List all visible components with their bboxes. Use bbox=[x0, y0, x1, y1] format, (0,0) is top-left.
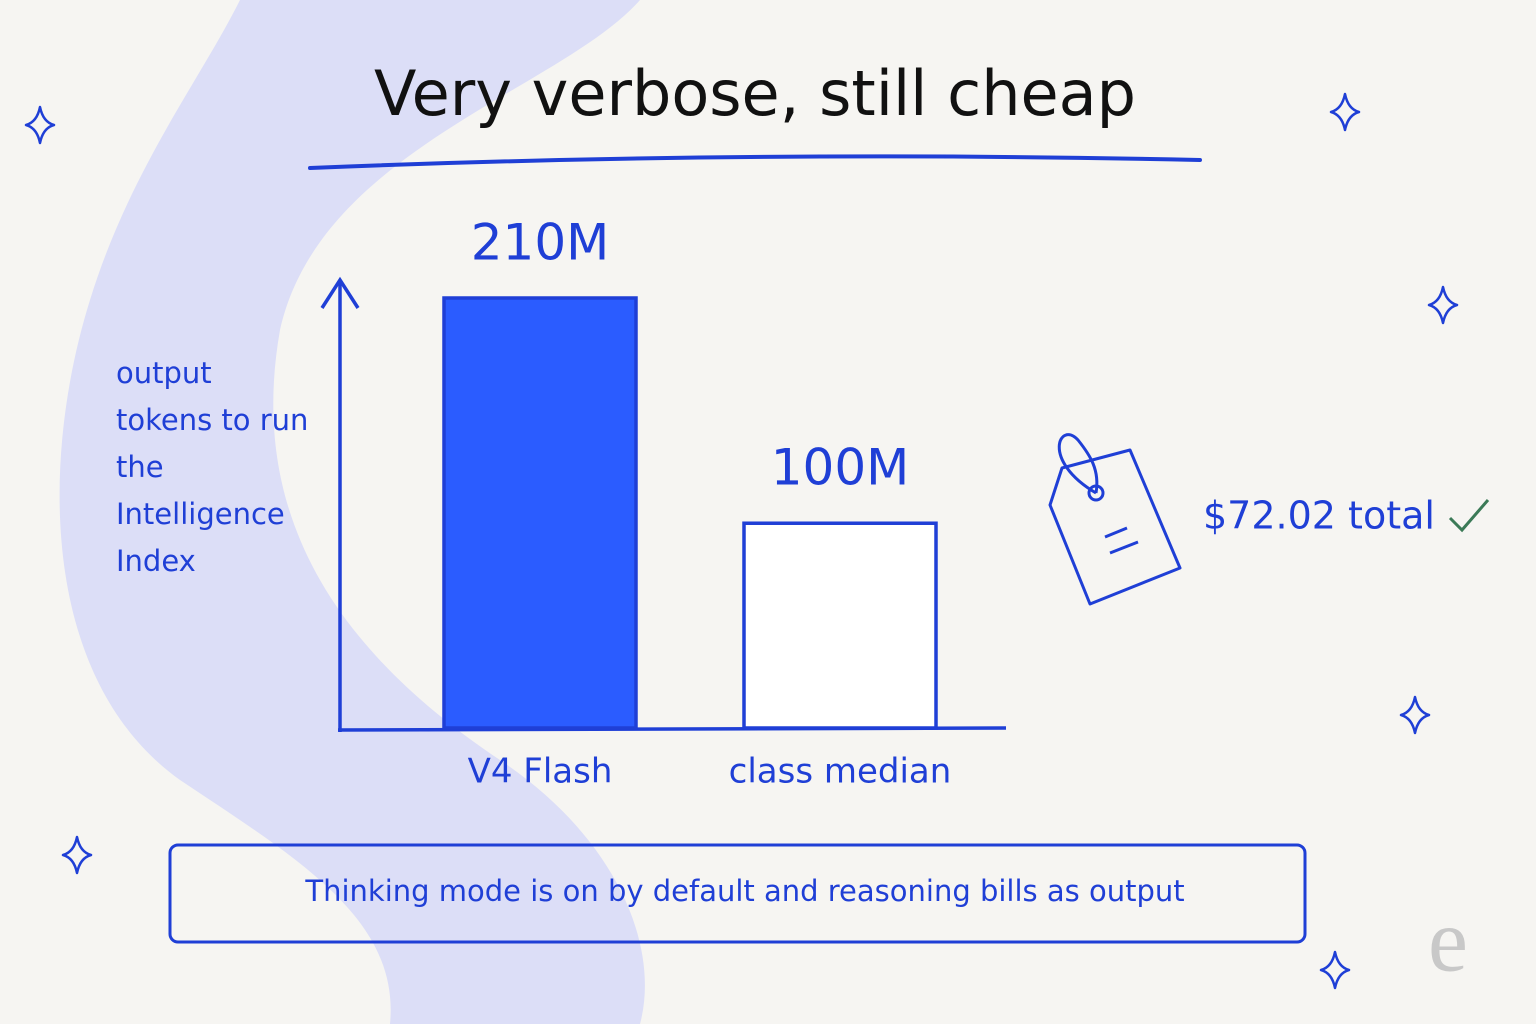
price-annotation: $72.02 total bbox=[1203, 494, 1435, 538]
x-tick-label: V4 Flash bbox=[468, 752, 613, 792]
title-underline bbox=[308, 154, 1202, 170]
sparkle bbox=[1319, 950, 1351, 990]
sparkle bbox=[1399, 695, 1431, 735]
value-label: 100M bbox=[771, 439, 910, 497]
bar bbox=[742, 521, 938, 730]
sparkle bbox=[61, 835, 93, 875]
x-tick-label: class median bbox=[729, 752, 952, 792]
value-label: 210M bbox=[471, 214, 610, 272]
logo: e bbox=[1428, 892, 1468, 991]
sparkle bbox=[1329, 92, 1361, 132]
background-swoosh bbox=[59, 0, 645, 1024]
note-text: Thinking mode is on by default and reaso… bbox=[304, 874, 1184, 908]
sparkle bbox=[1427, 285, 1459, 325]
y-axis-arrow bbox=[320, 276, 360, 309]
chart-title: Very verbose, still cheap bbox=[374, 57, 1136, 130]
price-tag bbox=[1048, 433, 1182, 606]
check-mark bbox=[1448, 499, 1490, 533]
sparkle bbox=[24, 105, 56, 145]
note-box bbox=[168, 843, 1307, 944]
bar bbox=[442, 296, 638, 730]
y-axis-label: output tokens to run the Intelligence In… bbox=[116, 356, 309, 578]
